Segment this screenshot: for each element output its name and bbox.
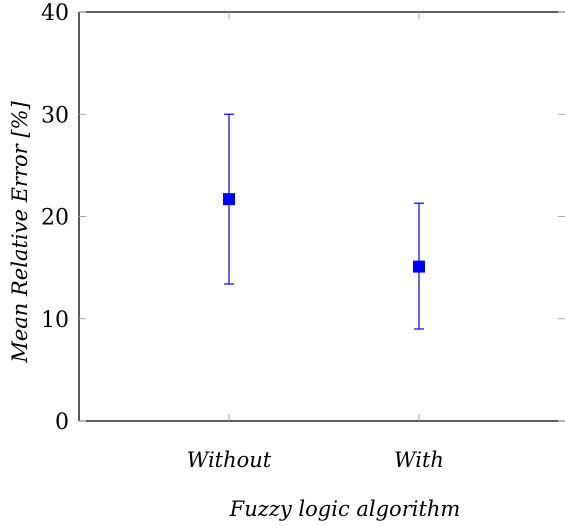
y-axis-title: Mean Relative Error [%] (8, 101, 32, 364)
x-category-label: With (394, 448, 444, 472)
y-tick-label: 0 (55, 410, 69, 435)
y-tick-label: 30 (41, 103, 69, 128)
plot-frame (78, 11, 565, 422)
x-category-label: Without (187, 448, 272, 472)
data-point-marker (223, 193, 235, 206)
x-axis-title: Fuzzy logic algorithm (229, 497, 461, 521)
y-tick-label: 40 (41, 1, 69, 26)
y-tick-label: 10 (41, 308, 69, 333)
data-point-marker (413, 260, 425, 273)
y-tick-group: 0 10 20 30 40 (41, 1, 565, 435)
series-group (223, 113, 425, 330)
y-tick-label: 20 (41, 206, 69, 231)
x-tick-group: Without With (187, 12, 444, 472)
